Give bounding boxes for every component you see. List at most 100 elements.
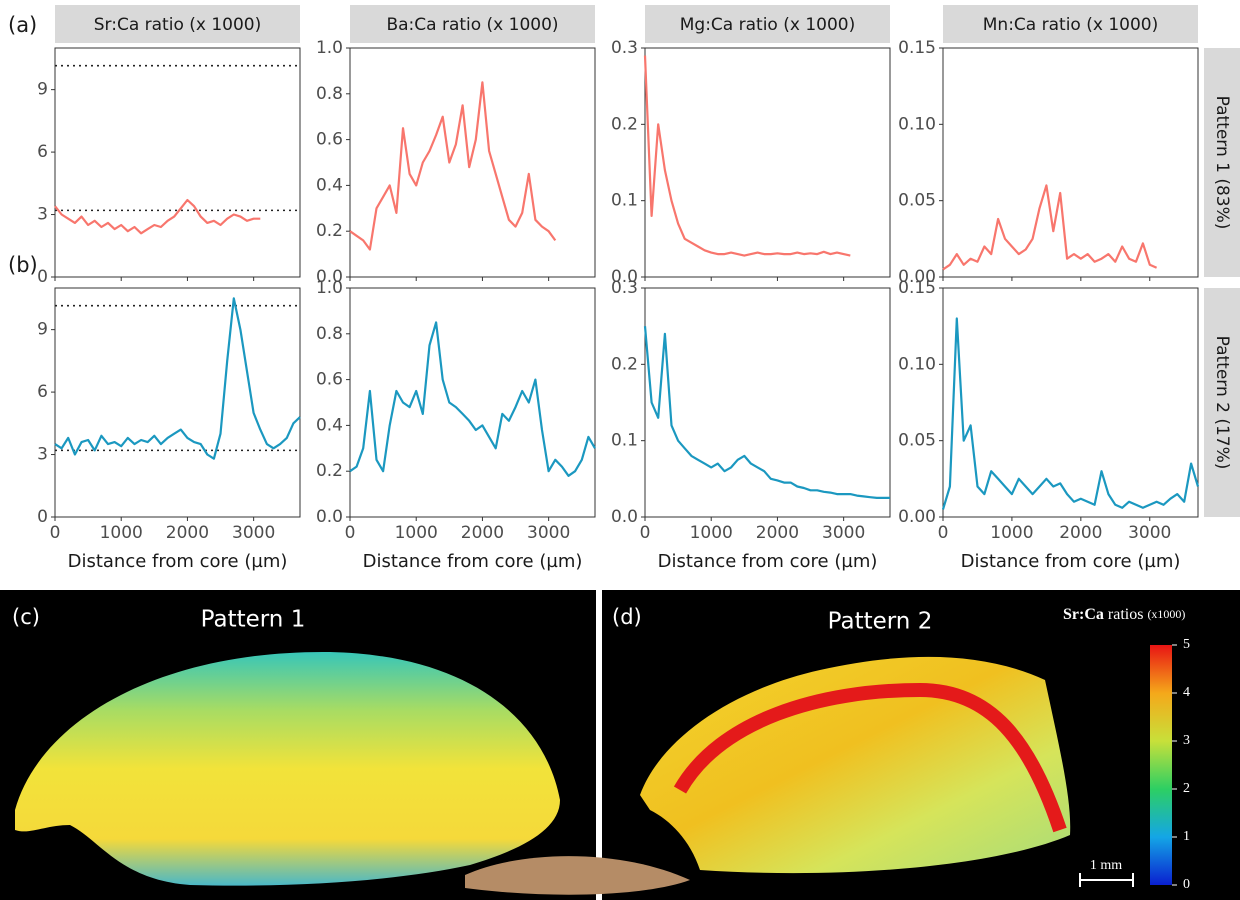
y-tick-label: 0.4 bbox=[316, 415, 343, 435]
panel bbox=[942, 287, 1199, 518]
x-tick-label: 1000 bbox=[395, 523, 438, 543]
y-tick-label: 0 bbox=[37, 267, 48, 287]
strip-label: Mg:Ca ratio (x 1000) bbox=[680, 15, 855, 35]
y-tick-label: 0.0 bbox=[611, 267, 638, 287]
y-tick-label: 9 bbox=[37, 320, 48, 340]
x-axis-label: Distance from core (µm) bbox=[68, 551, 288, 572]
panel bbox=[54, 47, 301, 278]
x-tick-label: 3000 bbox=[1128, 523, 1171, 543]
y-tick-label: 0.05 bbox=[898, 191, 936, 211]
x-axis-label: Distance from core (µm) bbox=[961, 551, 1181, 572]
x-tick-label: 0 bbox=[938, 523, 949, 543]
colorbar-tick-label: 1 bbox=[1183, 829, 1190, 844]
strip bbox=[55, 5, 300, 43]
colorbar-title-bold: Sr:Ca bbox=[1063, 606, 1104, 623]
data-line bbox=[54, 198, 261, 235]
colorbar-tick-label: 3 bbox=[1183, 733, 1190, 748]
data-line bbox=[54, 297, 301, 460]
x-tick-label: 2000 bbox=[1059, 523, 1102, 543]
x-tick-label: 2000 bbox=[461, 523, 504, 543]
colorbar-tick-label: 5 bbox=[1183, 637, 1190, 652]
y-tick-label: 0.1 bbox=[611, 431, 638, 451]
y-tick-label: 0.15 bbox=[898, 38, 936, 58]
y-tick-label: 0.8 bbox=[316, 84, 343, 104]
colorbar-title: Sr:Ca ratios (x1000) bbox=[1063, 606, 1185, 623]
row-strip bbox=[1204, 48, 1240, 277]
y-tick-label: 0.6 bbox=[316, 130, 343, 150]
fish bbox=[465, 856, 690, 895]
y-tick-label: 0 bbox=[37, 507, 48, 527]
row-strip-label: Pattern 1 (83%) bbox=[1212, 96, 1232, 230]
strip bbox=[943, 5, 1198, 43]
y-tick-label: 3 bbox=[37, 205, 48, 225]
data-line bbox=[349, 81, 557, 251]
colorbar-tick-label: 0 bbox=[1183, 877, 1190, 892]
x-tick-label: 0 bbox=[50, 523, 61, 543]
y-tick-label: 0.2 bbox=[316, 221, 343, 241]
y-tick-label: 6 bbox=[37, 142, 48, 162]
x-tick-label: 2000 bbox=[756, 523, 799, 543]
y-tick-label: 9 bbox=[37, 80, 48, 100]
panel bbox=[54, 287, 301, 518]
y-tick-label: 0.0 bbox=[316, 507, 343, 527]
facet-plots: Sr:Ca ratio (x 1000) 0 3 6 9 0 3 6 9 0 1000 2000 300… bbox=[8, 5, 1240, 572]
panel bbox=[644, 287, 891, 518]
image-title: Pattern 1 bbox=[201, 607, 306, 633]
colorbar-title-text: ratios bbox=[1108, 606, 1144, 623]
x-tick-label: 3000 bbox=[822, 523, 865, 543]
x-tick-label: 0 bbox=[640, 523, 651, 543]
y-tick-label: 0.8 bbox=[316, 324, 343, 344]
y-tick-label: 0.2 bbox=[316, 461, 343, 481]
y-tick-label: 1.0 bbox=[316, 278, 343, 298]
x-tick-label: 1000 bbox=[990, 523, 1033, 543]
y-tick-label: 0.2 bbox=[611, 114, 638, 134]
y-tick-label: 0.05 bbox=[898, 431, 936, 451]
y-tick-label: 0.00 bbox=[898, 507, 936, 527]
data-line bbox=[643, 55, 851, 257]
strip-label: Sr:Ca ratio (x 1000) bbox=[94, 15, 262, 35]
image-title: Pattern 2 bbox=[828, 609, 933, 635]
panel-tag: (a) bbox=[8, 13, 37, 37]
y-tick-label: 0.10 bbox=[898, 354, 936, 374]
x-axis-label: Distance from core (µm) bbox=[363, 551, 583, 572]
colorbar-tick-label: 2 bbox=[1183, 781, 1190, 796]
panel bbox=[349, 287, 596, 518]
y-tick-label: 0.4 bbox=[316, 175, 343, 195]
panel-tag: (b) bbox=[8, 253, 38, 277]
otolith-band bbox=[673, 682, 1067, 833]
x-tick-label: 0 bbox=[345, 523, 356, 543]
data-line bbox=[942, 184, 1158, 271]
y-tick-label: 6 bbox=[37, 382, 48, 402]
x-axis-label: Distance from core (µm) bbox=[658, 551, 878, 572]
y-tick-label: 1.0 bbox=[316, 38, 343, 58]
x-tick-label: 3000 bbox=[527, 523, 570, 543]
colorbar bbox=[1150, 645, 1172, 885]
colorbar-unit: (x1000) bbox=[1147, 607, 1185, 621]
strip-label: Mn:Ca ratio (x 1000) bbox=[983, 15, 1158, 35]
colorbar-ticks: 0 1 2 3 4 5 bbox=[1172, 637, 1190, 892]
x-tick-label: 2000 bbox=[166, 523, 209, 543]
data-line bbox=[349, 321, 596, 477]
y-tick-label: 0.0 bbox=[316, 267, 343, 287]
y-tick-label: 0.1 bbox=[611, 191, 638, 211]
strip bbox=[645, 5, 890, 43]
x-tick-label: 1000 bbox=[690, 523, 733, 543]
panel-tag: (c) bbox=[12, 605, 40, 629]
panel-tag: (d) bbox=[612, 605, 642, 629]
x-tick-label: 3000 bbox=[232, 523, 275, 543]
colorbar-tick-label: 4 bbox=[1183, 685, 1190, 700]
x-tick-label: 1000 bbox=[100, 523, 143, 543]
data-line bbox=[643, 326, 890, 499]
y-tick-label: 0.10 bbox=[898, 114, 936, 134]
y-tick-label: 0.00 bbox=[898, 267, 936, 287]
data-line bbox=[941, 317, 1200, 510]
scale-bar-label: 1 mm bbox=[1090, 858, 1122, 873]
y-tick-label: 0.3 bbox=[611, 278, 638, 298]
panel bbox=[349, 47, 596, 278]
y-tick-label: 3 bbox=[37, 445, 48, 465]
y-tick-label: 0.6 bbox=[316, 370, 343, 390]
otolith-2 bbox=[640, 656, 1071, 874]
strip bbox=[350, 5, 595, 43]
y-tick-label: 0.3 bbox=[611, 38, 638, 58]
